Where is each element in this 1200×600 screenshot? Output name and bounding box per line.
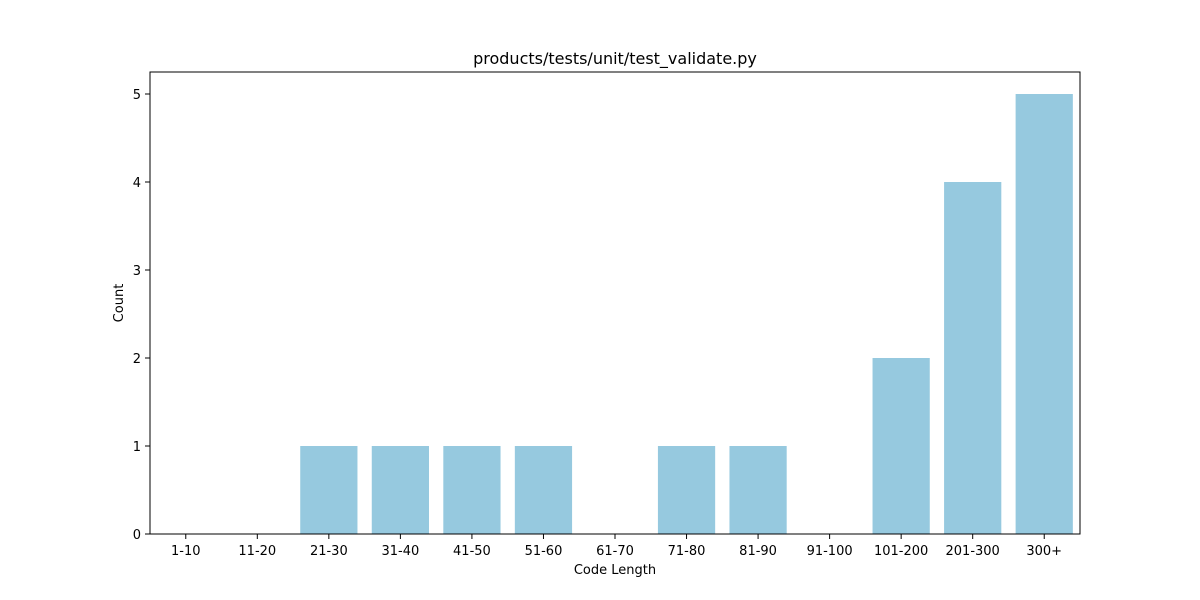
x-tick-label: 201-300 xyxy=(946,544,1000,559)
y-tick-label: 2 xyxy=(133,352,141,367)
x-tick-label: 51-60 xyxy=(525,544,563,559)
x-tick-label: 91-100 xyxy=(807,544,853,559)
y-axis-ticks: 0 1 2 3 4 5 xyxy=(133,88,150,543)
y-tick-label: 3 xyxy=(133,264,141,279)
bar-41-50 xyxy=(443,446,501,534)
x-tick-label: 31-40 xyxy=(381,544,419,559)
bars-group xyxy=(300,94,1073,534)
x-tick-label: 21-30 xyxy=(310,544,348,559)
x-tick-label: 300+ xyxy=(1026,544,1062,559)
bar-71-80 xyxy=(657,446,716,534)
x-axis-label: Code Length xyxy=(574,563,656,578)
y-tick-label: 4 xyxy=(133,176,141,191)
y-tick-label: 1 xyxy=(133,440,141,455)
x-tick-label: 61-70 xyxy=(596,544,634,559)
x-tick-label: 71-80 xyxy=(668,544,706,559)
x-tick-label: 81-90 xyxy=(739,544,777,559)
bar-300+ xyxy=(1015,94,1073,534)
x-tick-label: 11-20 xyxy=(238,544,276,559)
x-tick-label: 101-200 xyxy=(874,544,928,559)
bar-21-30 xyxy=(300,446,358,534)
y-axis-label: Count xyxy=(112,284,127,323)
chart-title: products/tests/unit/test_validate.py xyxy=(473,49,757,69)
plot-frame xyxy=(149,71,1081,535)
x-tick-label: 41-50 xyxy=(453,544,491,559)
x-tick-label: 1-10 xyxy=(171,544,201,559)
bar-201-300 xyxy=(944,182,1002,534)
x-axis-ticks: 1-10 11-20 21-30 31-40 41-50 51-60 61-70 71-80 8… xyxy=(171,534,1062,559)
y-tick-label: 0 xyxy=(133,528,141,543)
bar-31-40 xyxy=(371,446,429,534)
bar-81-90 xyxy=(729,446,787,534)
y-tick-label: 5 xyxy=(133,88,141,103)
bar-51-60 xyxy=(514,446,573,534)
bar-101-200 xyxy=(872,358,930,534)
